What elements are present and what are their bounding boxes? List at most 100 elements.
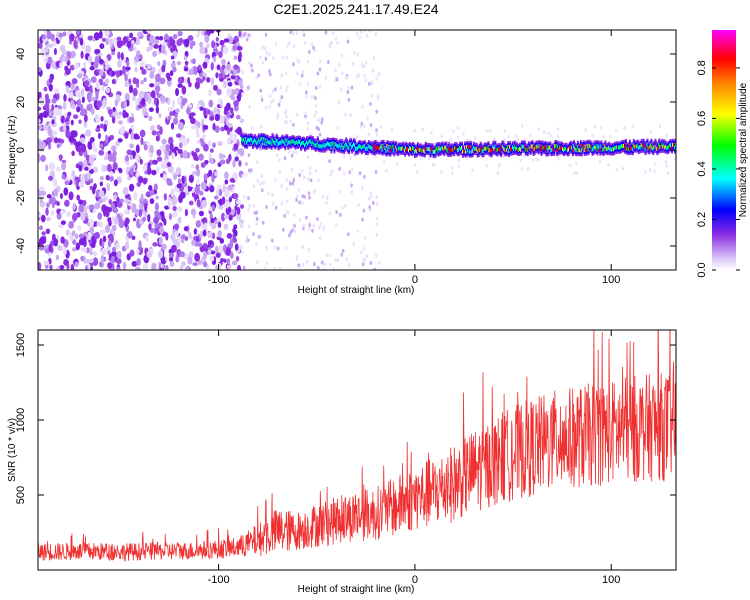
noise-cell: [104, 30, 110, 37]
noise-cell: [325, 200, 328, 205]
noise-cell: [161, 138, 167, 145]
noise-cell: [47, 175, 54, 181]
noise-cell: [225, 117, 229, 126]
noise-cell: [188, 174, 195, 183]
noise-cell: [160, 160, 166, 170]
noise-cell: [190, 66, 194, 75]
noise-cell: [285, 114, 288, 119]
noise-cell: [123, 100, 127, 109]
noise-cell: [317, 118, 320, 123]
noise-cell: [673, 157, 676, 162]
noise-cell: [230, 95, 236, 101]
noise-cell: [260, 188, 264, 193]
noise-cell: [117, 138, 123, 143]
noise-cell: [221, 196, 226, 205]
noise-cell: [375, 222, 379, 227]
noise-cell: [348, 170, 352, 175]
noise-cell: [135, 171, 140, 178]
noise-cell: [265, 245, 268, 250]
noise-cell: [302, 175, 306, 180]
noise-cell: [41, 141, 46, 150]
noise-cell: [177, 121, 184, 131]
noise-cell: [534, 157, 538, 161]
noise-cell: [306, 121, 310, 126]
noise-cell: [334, 258, 337, 263]
noise-cell: [89, 218, 95, 227]
noise-cell: [139, 129, 146, 138]
noise-cell: [230, 209, 235, 216]
noise-cell: [211, 204, 215, 210]
noise-cell: [248, 61, 251, 66]
noise-cell: [175, 167, 182, 176]
noise-cell: [318, 225, 321, 230]
colorbar-label: Normalized spectral amplitude: [738, 82, 749, 217]
noise-cell: [328, 253, 332, 258]
noise-cell: [158, 250, 164, 259]
noise-cell: [171, 244, 177, 252]
noise-cell: [252, 232, 255, 237]
noise-cell: [161, 243, 167, 250]
noise-cell: [316, 71, 320, 76]
noise-cell: [114, 99, 119, 107]
noise-cell: [363, 124, 366, 129]
snr-xtick-label: 100: [602, 574, 620, 586]
noise-cell: [141, 97, 146, 106]
noise-cell: [136, 248, 140, 254]
noise-cell: [159, 145, 166, 152]
noise-cell: [257, 73, 260, 78]
noise-cell: [184, 55, 188, 61]
noise-cell: [70, 83, 75, 90]
noise-cell: [134, 66, 138, 73]
noise-cell: [103, 156, 108, 161]
noise-cell: [151, 130, 158, 136]
noise-cell: [395, 162, 399, 166]
noise-cell: [98, 149, 105, 156]
noise-cell: [155, 135, 160, 142]
noise-cell: [199, 230, 204, 238]
noise-cell: [298, 218, 302, 223]
noise-cell: [206, 43, 210, 48]
noise-cell: [70, 263, 75, 270]
noise-cell: [168, 213, 173, 221]
noise-cell: [290, 153, 294, 158]
noise-cell: [192, 58, 196, 65]
noise-cell: [43, 86, 48, 92]
noise-cell: [127, 205, 131, 210]
noise-cell: [227, 36, 234, 45]
noise-cell: [99, 229, 106, 236]
noise-cell: [368, 205, 371, 210]
noise-cell: [141, 68, 147, 75]
noise-cell: [109, 39, 113, 48]
noise-cell: [128, 183, 135, 192]
noise-cell: [177, 76, 183, 84]
noise-cell: [129, 167, 135, 176]
noise-cell: [203, 108, 207, 117]
noise-cell: [292, 213, 296, 218]
noise-cell: [321, 194, 325, 199]
noise-cell: [152, 159, 158, 165]
noise-cell: [340, 87, 343, 92]
noise-cell: [218, 72, 224, 79]
noise-cell: [45, 44, 49, 53]
noise-cell: [63, 124, 67, 133]
noise-cell: [150, 90, 156, 99]
noise-cell: [105, 87, 111, 94]
noise-cell: [233, 136, 238, 144]
noise-cell: [356, 74, 359, 79]
noise-cell: [303, 194, 306, 199]
noise-cell: [43, 260, 50, 266]
noise-cell: [185, 266, 190, 270]
noise-cell: [85, 45, 92, 54]
noise-cell: [170, 152, 176, 160]
noise-cell: [58, 32, 64, 38]
noise-cell: [246, 238, 250, 243]
noise-cell: [40, 154, 46, 163]
noise-cell: [370, 194, 373, 199]
noise-cell: [356, 52, 360, 57]
noise-cell: [456, 126, 460, 131]
noise-cell: [124, 93, 130, 102]
noise-cell: [264, 32, 268, 37]
noise-cell: [148, 223, 152, 231]
snr-x-label: Height of straight line (km): [298, 584, 415, 595]
